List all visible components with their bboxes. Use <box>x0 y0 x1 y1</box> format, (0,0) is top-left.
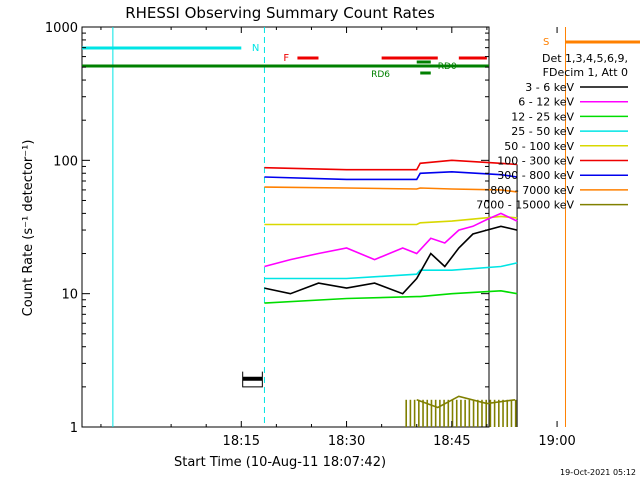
series-line <box>264 289 518 304</box>
generated-timestamp: 19-Oct-2021 05:12 <box>560 468 636 477</box>
axis-ticks: 18:1518:3018:4519:0019:1519:3019:4511010… <box>45 21 576 449</box>
x-axis-label: Start Time (10-Aug-11 18:07:42) <box>174 455 386 470</box>
legend-header: Det 1,3,4,5,6,9, <box>542 52 628 65</box>
night-flag-label: N <box>252 43 259 54</box>
flare-flag-label: F <box>283 53 289 64</box>
legend-header: FDecim 1, Att 0 <box>543 66 628 79</box>
legend-entry-label: 6 - 12 keV <box>518 96 574 109</box>
decim-flag-label: RD6 <box>371 70 390 80</box>
series-line <box>264 170 518 181</box>
saa-flag-label: S <box>543 37 549 48</box>
series-line <box>264 262 518 280</box>
y-axis-label: Count Rate (s⁻¹ detector⁻¹) <box>21 140 36 317</box>
x-tick-label: 19:00 <box>538 434 575 449</box>
chart-title: RHESSI Observing Summary Count Rates <box>125 4 435 22</box>
decim-flag-label: RD0 <box>438 62 457 72</box>
y-tick-label: 1000 <box>45 21 78 36</box>
legend-entry-label: 100 - 300 keV <box>497 155 574 168</box>
series-line <box>264 186 518 193</box>
legend-entry-label: 12 - 25 keV <box>511 110 574 123</box>
x-tick-label: 18:30 <box>328 434 365 449</box>
y-tick-label: 1 <box>70 421 78 436</box>
plot-area: N S F RD0 RD6 <box>82 27 640 427</box>
series-line <box>264 159 518 171</box>
x-tick-label: 18:15 <box>223 434 260 449</box>
y-tick-label: 100 <box>53 154 78 169</box>
legend-entry-label: 25 - 50 keV <box>511 125 574 138</box>
series-line <box>264 225 518 295</box>
legend-entry-label: 50 - 100 keV <box>504 140 574 153</box>
legend-entry-label: 300 - 800 keV <box>497 169 574 182</box>
y-tick-label: 10 <box>61 288 78 303</box>
series-line <box>264 215 518 226</box>
legend-entry-label: 800 - 7000 keV <box>490 184 574 197</box>
plot-frame <box>81 26 490 428</box>
series-line <box>264 212 518 268</box>
legend-entry-label: 7000 - 15000 keV <box>476 199 574 212</box>
legend: Det 1,3,4,5,6,9,FDecim 1, Att 0 3 - 6 keV… <box>476 52 628 212</box>
x-tick-label: 18:45 <box>433 434 470 449</box>
legend-entry-label: 3 - 6 keV <box>525 81 574 94</box>
